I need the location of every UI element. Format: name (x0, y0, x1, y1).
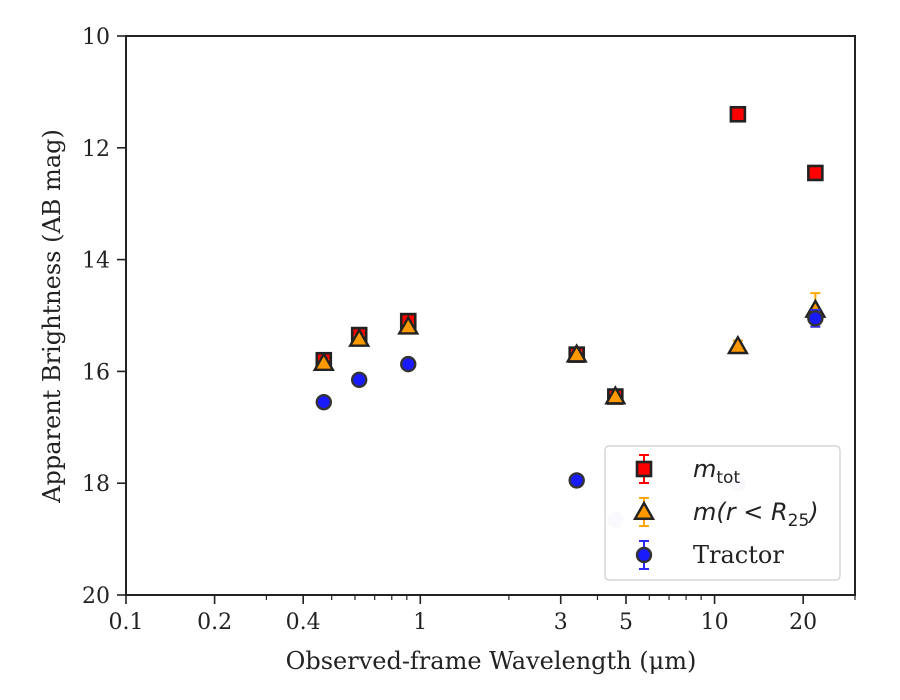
marker-circle (568, 472, 585, 489)
x-axis-label: Observed-frame Wavelength (μm) (286, 647, 697, 675)
marker-circle (315, 393, 332, 411)
legend-marker-triangle (632, 500, 656, 520)
legend-label-mtot: mtot (693, 455, 740, 488)
data-point-mr25 (726, 334, 749, 355)
marker-square (729, 105, 747, 123)
marker-circle (400, 355, 417, 373)
marker-triangle (348, 327, 371, 347)
data-point-tractor (315, 393, 332, 411)
data-point-tractor (568, 472, 585, 489)
marker-triangle (604, 385, 627, 405)
legend-marker-square (635, 460, 653, 478)
data-point-mr25 (565, 343, 588, 363)
y-tick-label: 20 (82, 584, 110, 609)
x-tick-label: 0.1 (109, 610, 144, 635)
y-tick-label: 12 (82, 137, 110, 162)
x-tick-label: 10 (701, 610, 729, 635)
legend-entry-mtot: mtot (635, 454, 740, 488)
y-axis-label: Apparent Brightness (AB mag) (38, 129, 66, 504)
data-point-mr25 (348, 327, 371, 347)
legend-entry-tractor: Tractor (635, 540, 784, 570)
data-point-mtot (807, 164, 824, 182)
legend-entry-mr25: m(r < R25) (632, 497, 819, 531)
marker-triangle (397, 315, 420, 335)
legend-label-tractor: Tractor (693, 541, 784, 569)
x-tick-label: 20 (789, 610, 817, 635)
marker-circle (807, 310, 824, 327)
marker-triangle (312, 351, 335, 371)
x-tick-label: 1 (413, 610, 427, 635)
legend: mtot m(r < R25) Tractor (604, 445, 841, 581)
x-tick-label: 0.2 (197, 610, 232, 635)
series-mr25 (312, 292, 827, 405)
y-tick-label: 16 (82, 360, 110, 385)
data-point-mr25 (397, 315, 420, 335)
x-tick-label: 0.4 (286, 610, 321, 635)
legend-label-mr25: m(r < R25) (693, 498, 819, 531)
y-tick-label: 18 (82, 472, 110, 497)
y-tick-label: 10 (82, 25, 110, 50)
x-tick-label: 3 (554, 610, 568, 635)
marker-square (807, 164, 824, 182)
marker-circle (350, 371, 368, 388)
marker-triangle (726, 334, 749, 355)
x-axis-ticks: 0.1 0.2 0.4 1 3 5 10 20 (109, 595, 856, 635)
data-point-tractor (807, 308, 824, 328)
data-point-mr25 (312, 351, 335, 371)
y-axis-ticks: 10 12 14 16 18 20 (82, 25, 126, 609)
data-point-tractor (350, 371, 368, 388)
data-point-mr25 (604, 385, 627, 405)
x-tick-label: 5 (619, 610, 633, 635)
marker-triangle (565, 343, 588, 363)
y-tick-label: 14 (82, 249, 110, 274)
data-point-tractor (400, 355, 417, 373)
legend-marker-circle (635, 546, 653, 564)
data-point-mtot (729, 105, 747, 123)
legend-box (604, 445, 841, 581)
